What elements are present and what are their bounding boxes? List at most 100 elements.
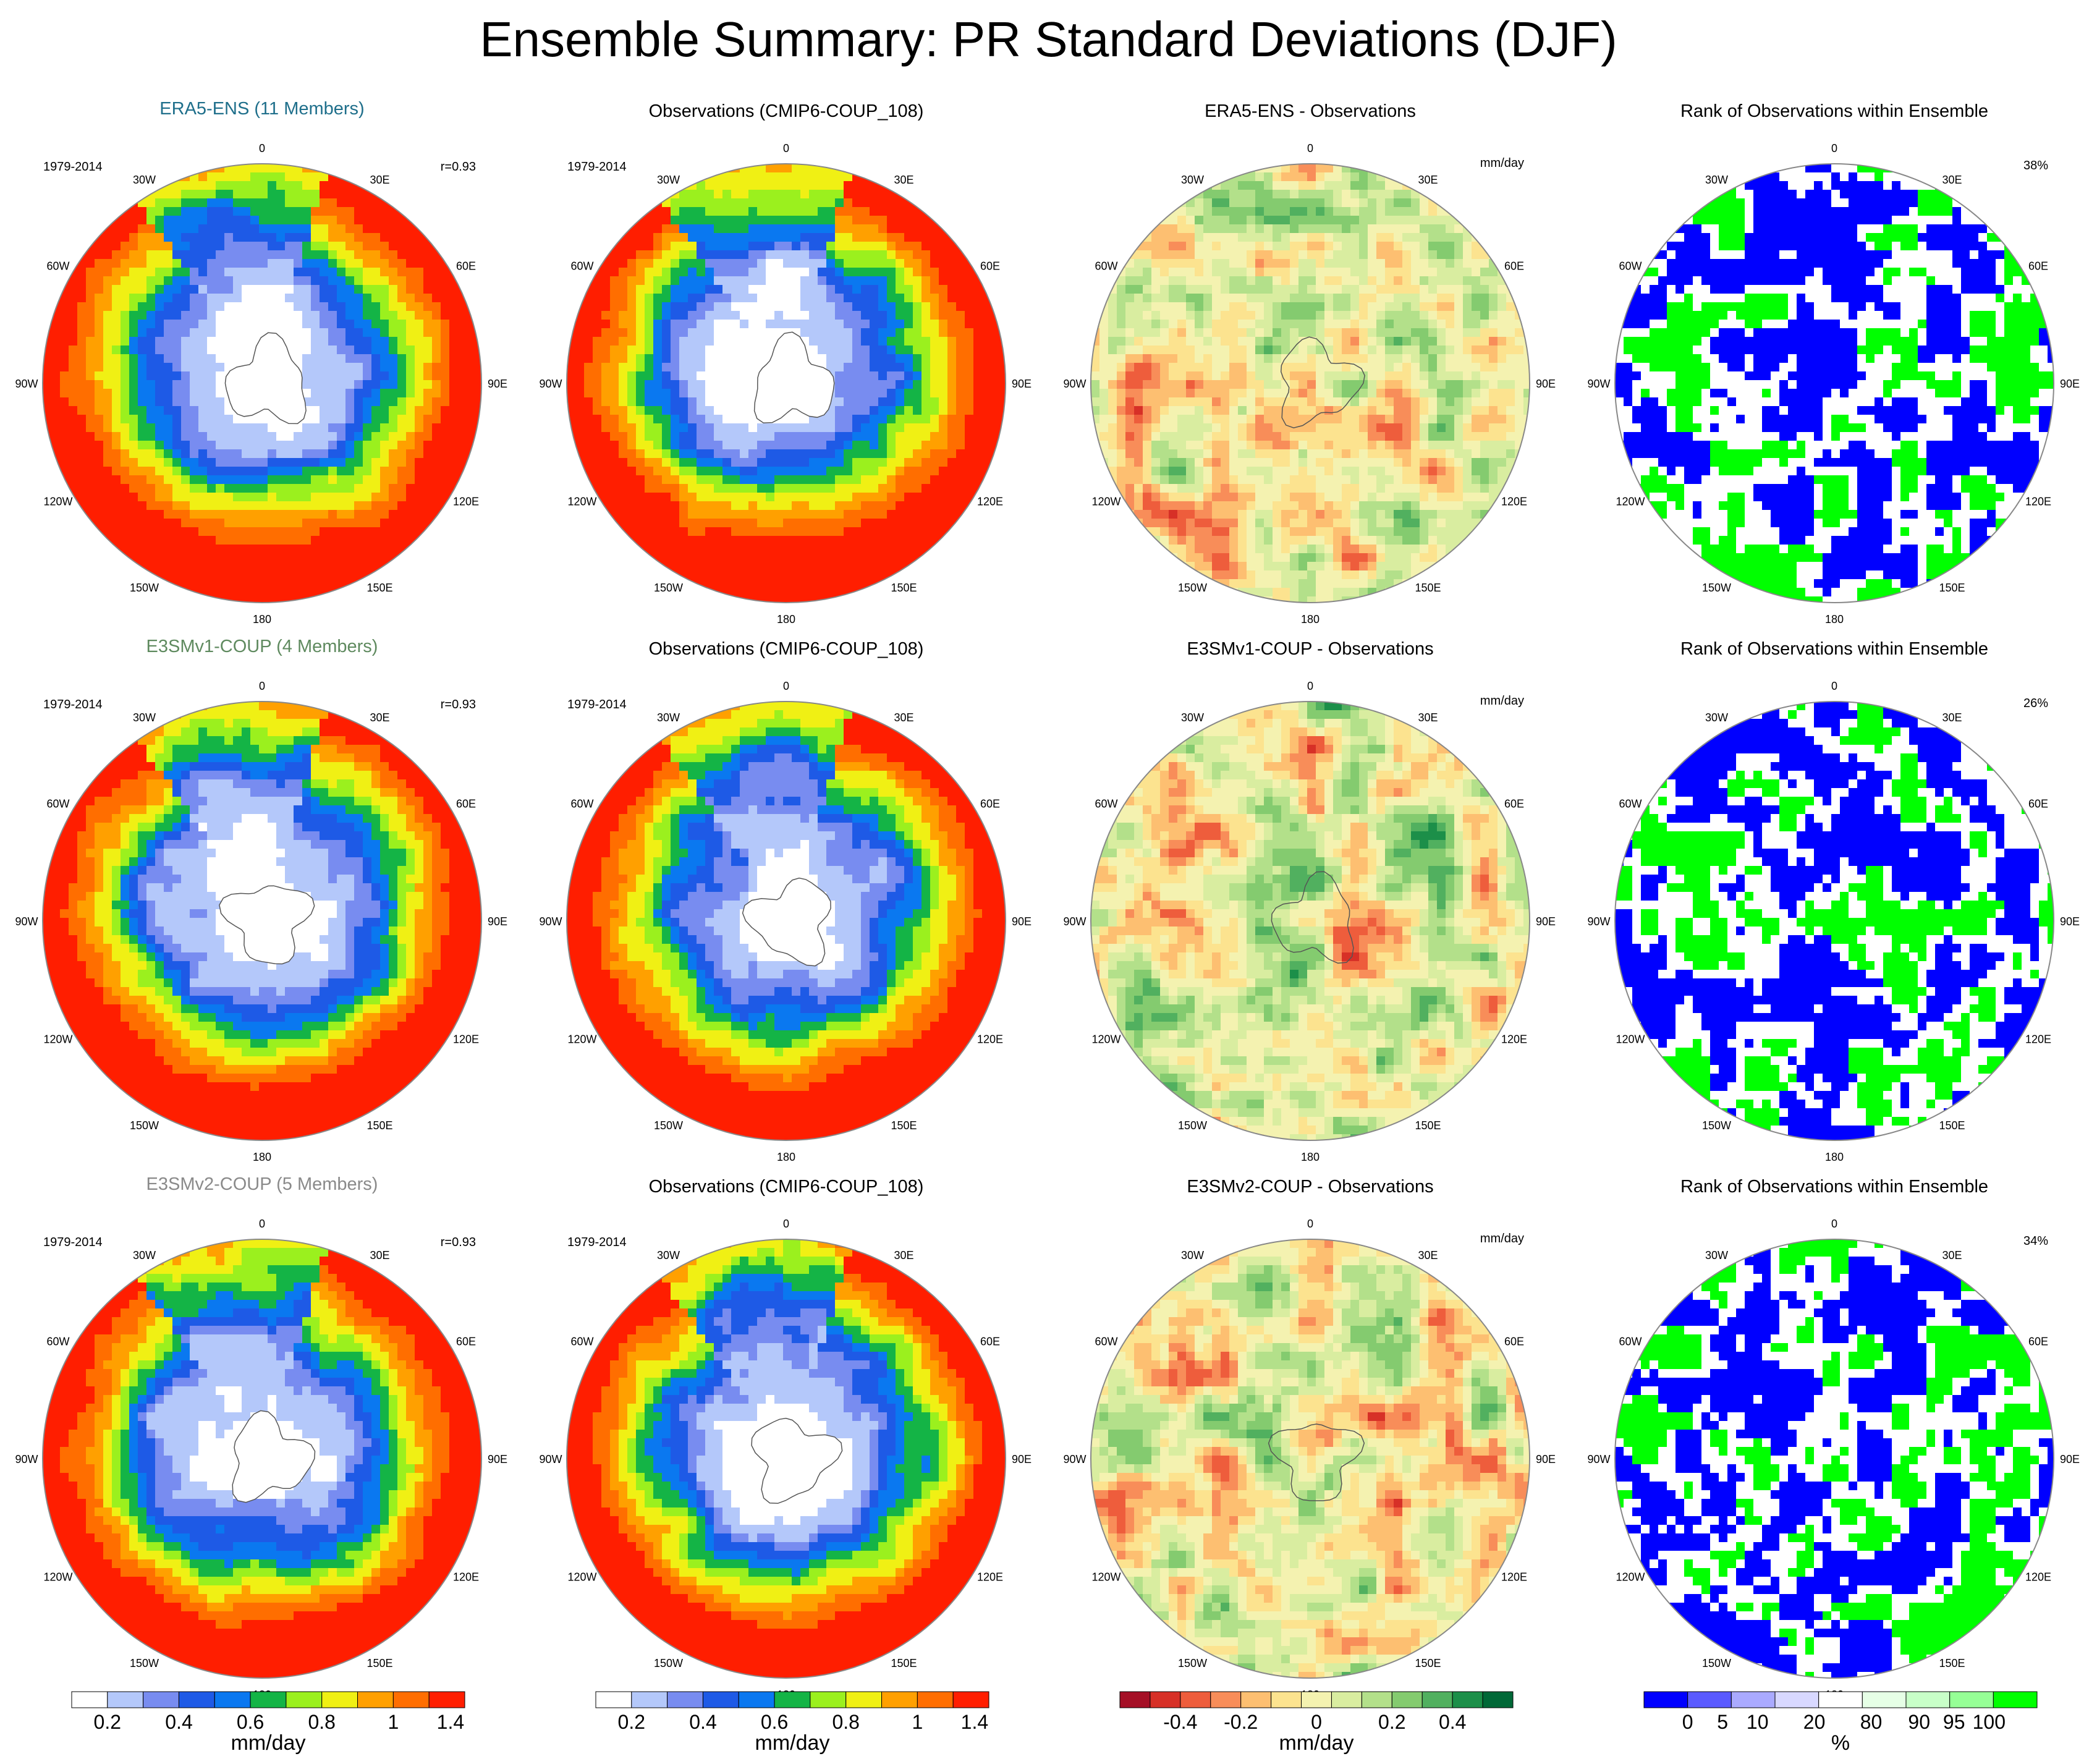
lon-label: 30E [894, 711, 913, 724]
colorbar-swatch [631, 1691, 668, 1708]
colorbar-swatch [1452, 1691, 1483, 1708]
lon-label: 150E [891, 1119, 917, 1132]
lon-label: 120E [977, 1571, 1003, 1584]
lon-label: 120E [977, 496, 1003, 508]
lon-label: 90E [488, 1453, 507, 1465]
polar-map: 0 30E 60E 90E 120E 150E 180 150W 120W 90W 60W 30W 38… [1587, 142, 2080, 624]
lon-label: 30E [1942, 1249, 1962, 1262]
colorbar-swatch [1949, 1691, 1994, 1708]
colorbar-tick: 0.6 [761, 1711, 788, 1733]
colorbar-swatch [1862, 1691, 1907, 1708]
lon-label: 90W [1587, 378, 1610, 390]
correlation-label: r=0.93 [441, 698, 476, 711]
lon-label: 150E [366, 582, 392, 594]
lon-label: 30W [1181, 711, 1204, 724]
lon-label: 0 [259, 1218, 265, 1230]
lon-label: 90W [1587, 915, 1610, 928]
obs-sd-panel-row2: Observations (CMIP6-COUP_108) 0 30E 60E 90E 1… [524, 630, 1048, 1168]
lon-label: 90E [1012, 378, 1032, 390]
colorbar-label: % [1643, 1731, 2038, 1755]
lon-label: 150E [1939, 1657, 1965, 1669]
colorbar-tick: 0.4 [689, 1711, 716, 1733]
lon-label: 150W [1178, 1119, 1207, 1132]
lon-label: 150W [1702, 1657, 1731, 1669]
lon-label: 120W [43, 1033, 72, 1046]
lon-label: 60W [570, 1336, 593, 1348]
lon-label: 30W [133, 174, 156, 186]
panel-title: Rank of Observations within Ensemble [1572, 101, 2096, 122]
colorbar-swatch [1240, 1691, 1272, 1708]
rank-percent-label: 38% [2023, 159, 2048, 172]
lon-label: 30W [1181, 174, 1204, 186]
lon-label: 150W [130, 1119, 159, 1132]
lon-label: 60E [2028, 798, 2048, 810]
panel-title: Observations (CMIP6-COUP_108) [524, 639, 1048, 659]
lon-label: 30E [370, 174, 389, 186]
colorbar-swatch [774, 1691, 811, 1708]
units-label: mm/day [1480, 156, 1524, 170]
lon-label: 150W [130, 1657, 159, 1669]
lon-label: 180 [1825, 1151, 1844, 1162]
colorbar-swatch [321, 1691, 358, 1708]
lon-label: 90W [1063, 378, 1086, 390]
lon-label: 30E [1942, 711, 1962, 724]
colorbar-2: 0.2 0.4 0.6 0.8 1 1.4 mm/day [595, 1690, 990, 1758]
lon-label: 120W [43, 496, 72, 508]
lon-label: 90E [488, 915, 507, 928]
polar-map: 0 30E 60E 90E 120E 150E 180 150W 120W 90W 60W 30W 19… [539, 680, 1032, 1162]
lon-label: 0 [259, 142, 265, 155]
lon-label: 30E [894, 1249, 913, 1262]
colorbar-swatch [1818, 1691, 1863, 1708]
lon-label: 120W [43, 1571, 72, 1584]
colorbar-tick: 10 [1747, 1711, 1769, 1733]
colorbar-tick: 1 [912, 1711, 923, 1733]
lon-label: 180 [777, 613, 795, 624]
lon-label: 30W [1705, 711, 1728, 724]
lon-label: 120E [1501, 1571, 1527, 1584]
panel-title: Rank of Observations within Ensemble [1572, 1177, 2096, 1197]
colorbar-tick: 0.2 [1378, 1711, 1405, 1733]
period-label: 1979-2014 [43, 698, 103, 711]
colorbar-swatch [392, 1691, 430, 1708]
colorbar-tick: 5 [1717, 1711, 1728, 1733]
lon-label: 150W [1702, 1119, 1731, 1132]
lon-label: 120W [1091, 496, 1121, 508]
lon-label: 120E [1501, 496, 1527, 508]
lon-label: 0 [259, 680, 265, 692]
lon-label: 90W [15, 378, 38, 390]
lon-label: 30E [1418, 1249, 1438, 1262]
colorbar-tick: 0.4 [1439, 1711, 1466, 1733]
lon-label: 150E [891, 1657, 917, 1669]
colorbar-tick: 0.2 [618, 1711, 645, 1733]
polar-map: 0 30E 60E 90E 120E 150E 180 150W 120W 90W 60W 30W mm… [1063, 680, 1556, 1162]
colorbar-swatch [357, 1691, 394, 1708]
colorbar-tick: 0 [1311, 1711, 1322, 1733]
lon-label: 60W [1095, 1336, 1117, 1348]
colorbar-1: 0.2 0.4 0.6 0.8 1 1.4 mm/day [70, 1690, 466, 1758]
diff-panel-row1: ERA5-ENS - Observations 0 30E 60E 90E 120E 150… [1048, 93, 1572, 630]
colorbar-swatch [1774, 1691, 1820, 1708]
period-label: 1979-2014 [43, 160, 103, 174]
lon-label: 30W [1181, 1249, 1204, 1262]
lon-label: 150E [1939, 582, 1965, 594]
lon-label: 0 [1307, 680, 1313, 692]
polar-map: 030E60E90E120E150E180150W120W90W60W30W34… [1587, 1218, 2080, 1700]
panel-title: Observations (CMIP6-COUP_108) [524, 1177, 1048, 1197]
lon-label: 120W [1616, 1571, 1645, 1584]
colorbar-swatch [881, 1691, 918, 1708]
rank-panel-row1: Rank of Observations within Ensemble 0 30E… [1572, 93, 2096, 630]
period-label: 1979-2014 [567, 1236, 627, 1249]
lon-label: 60E [980, 798, 1000, 810]
colorbar-swatch [250, 1691, 287, 1708]
lon-label: 90E [488, 378, 507, 390]
period-label: 1979-2014 [567, 160, 627, 174]
colorbar-swatch [1301, 1691, 1332, 1708]
lon-label: 90W [15, 1453, 38, 1465]
colorbar-tick: 0.4 [165, 1711, 192, 1733]
lon-label: 120W [567, 496, 596, 508]
lon-label: 60W [570, 798, 593, 810]
colorbar-swatch [1993, 1691, 2038, 1708]
colorbar-swatch [71, 1691, 108, 1708]
lon-label: 90W [539, 1453, 562, 1465]
colorbar-swatch [214, 1691, 251, 1708]
